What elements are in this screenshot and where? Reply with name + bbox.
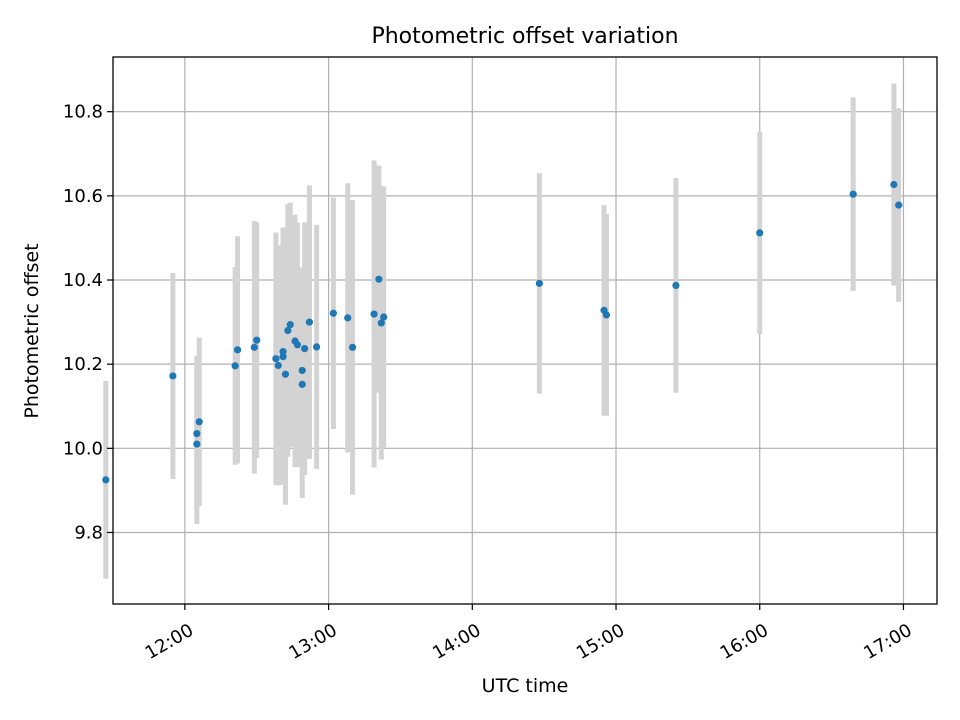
data-point [375, 275, 383, 283]
x-tick-label: 17:00 [860, 620, 915, 664]
data-point [279, 352, 287, 361]
data-point [756, 229, 764, 237]
data-point [305, 318, 314, 326]
data-point [279, 347, 287, 356]
data-point [849, 190, 857, 198]
data-point [370, 310, 378, 318]
data-point [284, 326, 292, 335]
data-point [298, 366, 306, 375]
data-point [286, 321, 294, 329]
data-point [102, 476, 110, 484]
data-point [329, 309, 337, 317]
data-point [602, 311, 611, 319]
error-bars [103, 83, 902, 579]
x-tick-label: 13:00 [285, 620, 340, 664]
data-point [253, 336, 261, 344]
chart-title: Photometric offset variation [371, 24, 678, 49]
data-point [890, 180, 898, 189]
y-tick-label: 10.0 [63, 438, 103, 459]
x-axis-label: UTC time [482, 675, 569, 697]
data-point [535, 279, 543, 287]
y-tick-label: 9.8 [74, 522, 103, 543]
data-point [272, 355, 280, 363]
data-point [301, 344, 309, 353]
data-point [380, 313, 388, 321]
data-point [231, 362, 239, 370]
data-point [274, 361, 282, 370]
data-point [250, 343, 258, 351]
y-tick-label: 10.4 [63, 270, 103, 291]
data-point [377, 319, 385, 327]
y-tick-label: 10.6 [63, 186, 103, 207]
data-point [193, 429, 201, 438]
data-point [195, 418, 203, 426]
data-point [348, 343, 357, 351]
data-points [102, 180, 903, 484]
plot-frame [112, 56, 938, 605]
data-point [193, 440, 201, 448]
data-point [313, 343, 321, 351]
x-tick-label: 14:00 [429, 620, 484, 664]
y-tick-label: 10.8 [63, 102, 103, 123]
y-tick-label: 10.2 [63, 354, 103, 375]
data-point [281, 370, 290, 378]
axis-ticks: 12:00 13:00 14:00 15:00 16:00 17:00 9.8 10.0 10.… [63, 102, 916, 664]
data-point [233, 346, 242, 354]
data-point [672, 281, 680, 290]
data-point [895, 201, 903, 209]
x-tick-label: 12:00 [142, 620, 197, 664]
x-tick-label: 15:00 [573, 620, 628, 664]
data-point [298, 380, 306, 388]
x-tick-label: 16:00 [717, 620, 772, 664]
data-point [169, 372, 177, 380]
y-axis-label: Photometric offset [21, 243, 43, 418]
data-point [344, 314, 352, 322]
data-point [293, 341, 302, 349]
